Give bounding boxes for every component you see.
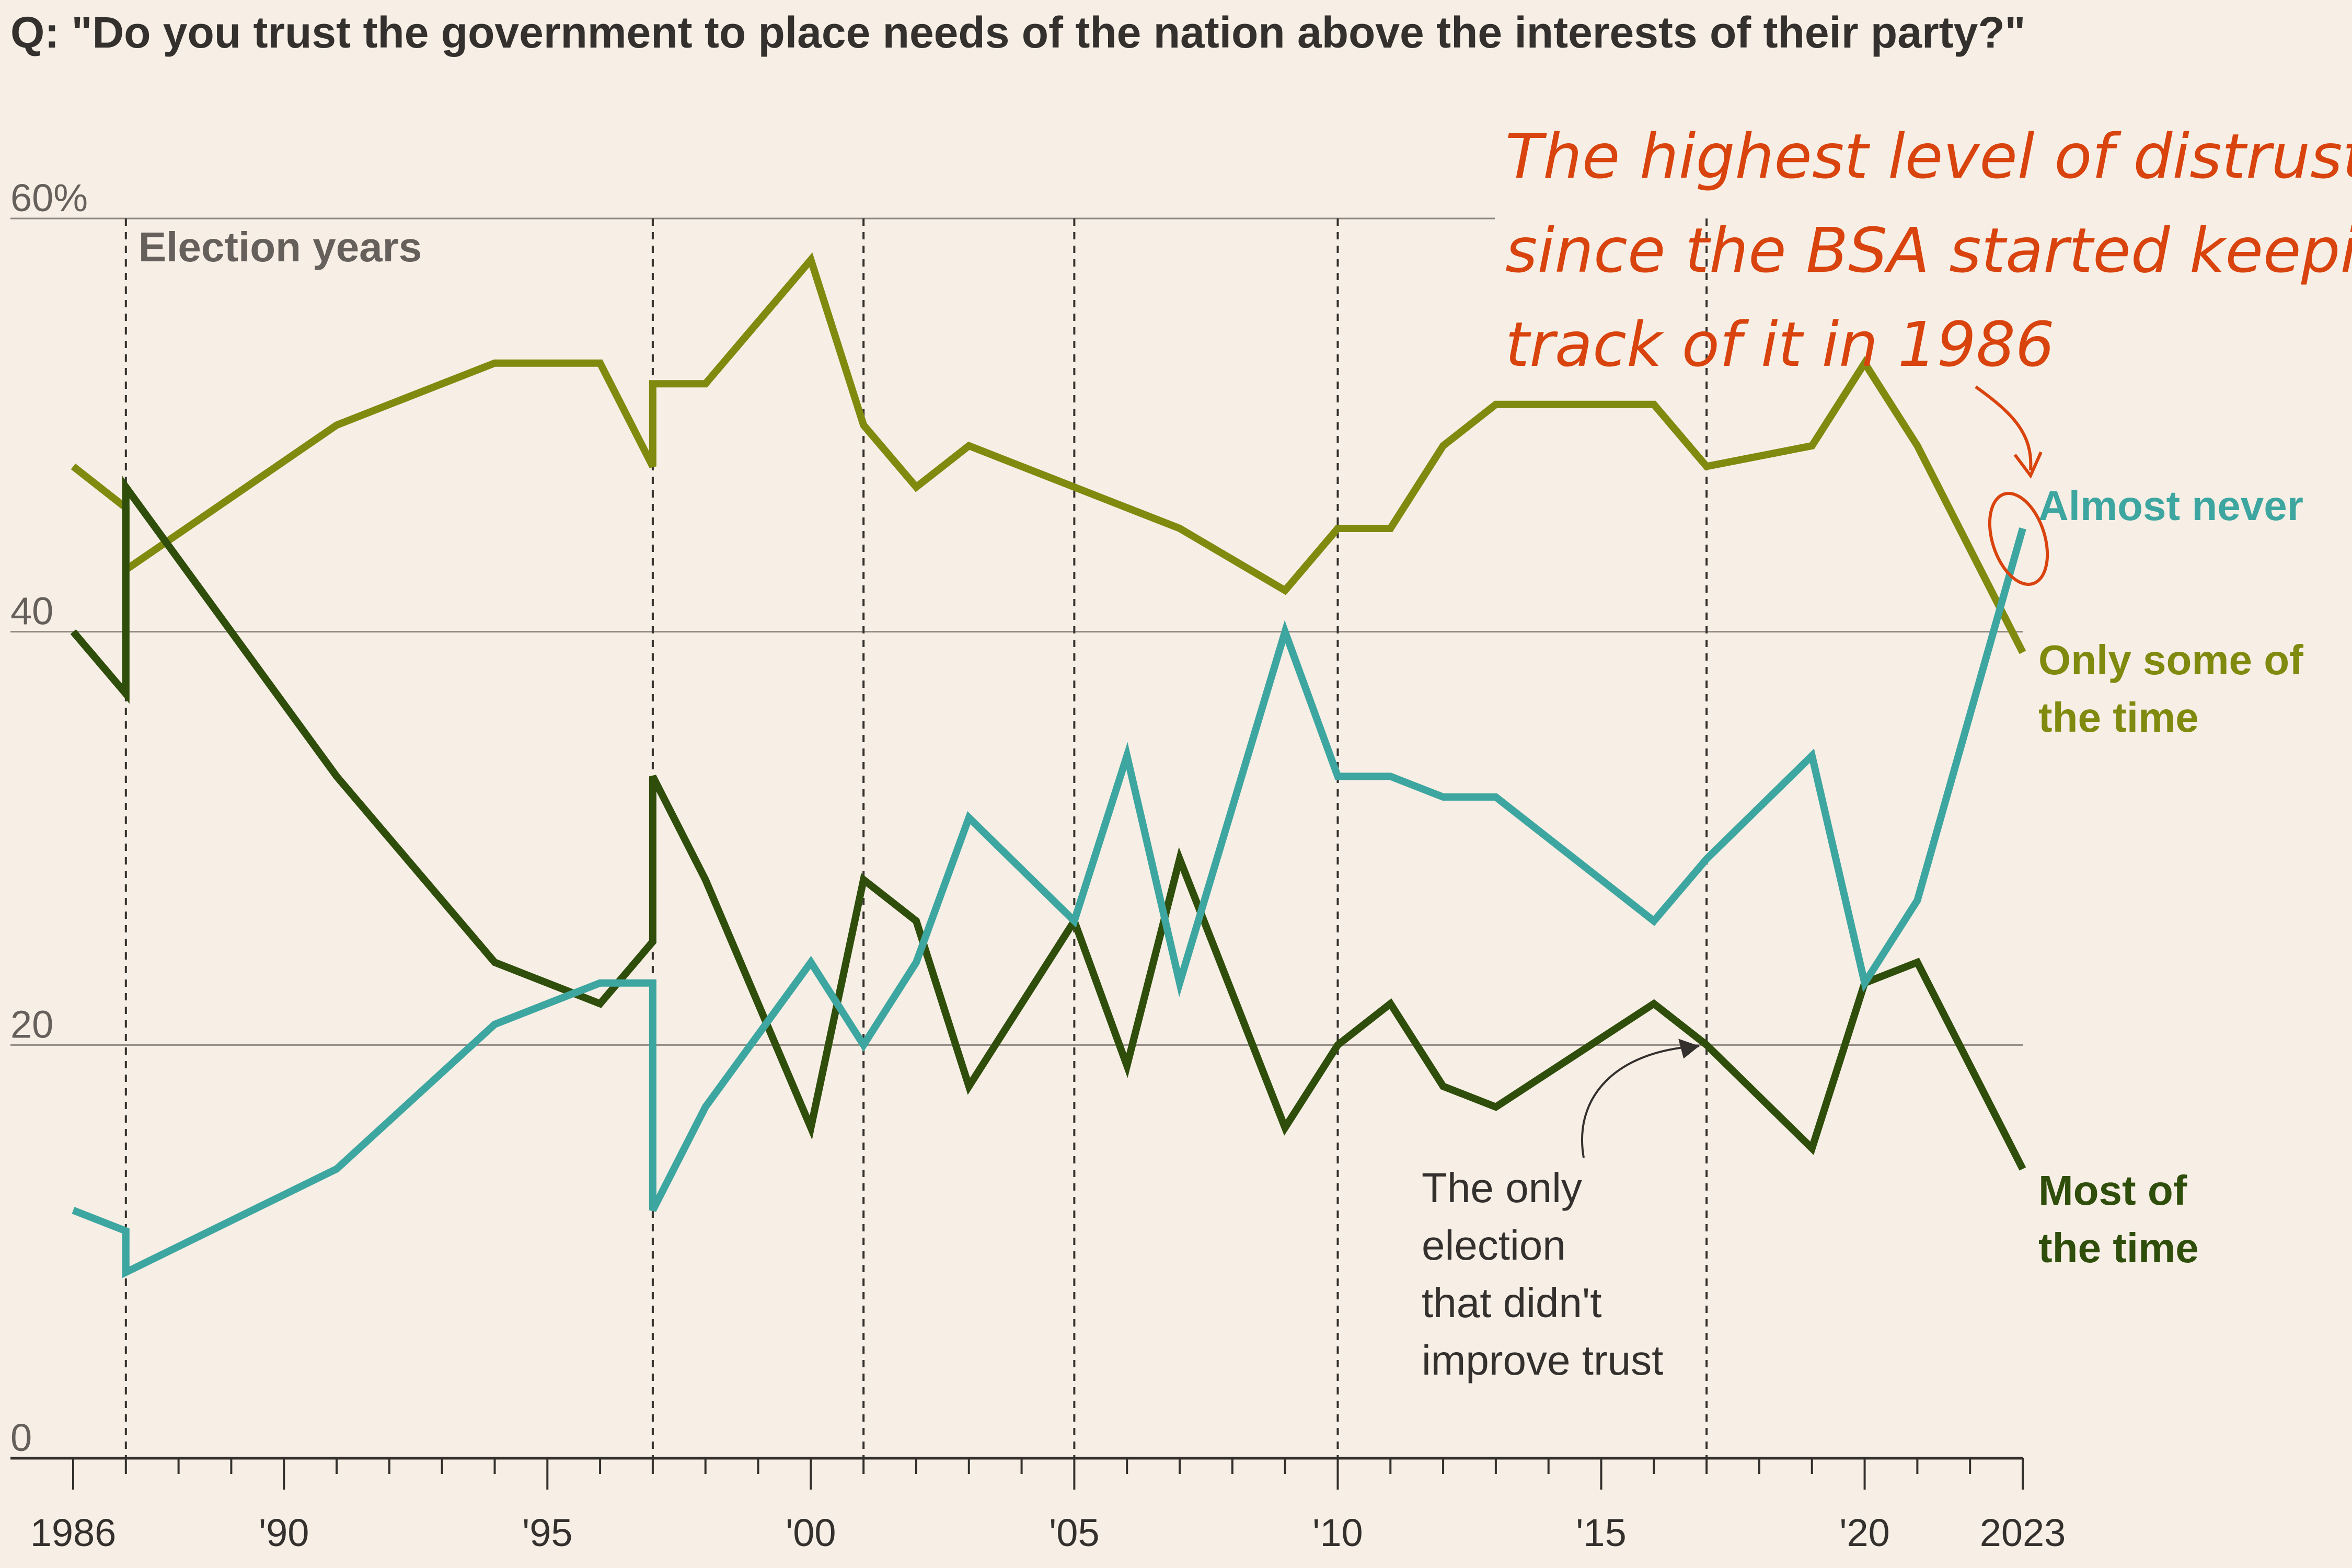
series-line-1 <box>71 252 2026 654</box>
x-tick-label-1990: '90 <box>259 1511 309 1554</box>
note-arrow-head <box>1678 1039 1700 1059</box>
y-tick-label-0: 0 <box>10 1416 32 1459</box>
hand-arrow <box>1975 385 2033 471</box>
hand-circle <box>1988 492 2049 586</box>
series-label-3-line-2: the time <box>2038 1225 2199 1271</box>
note-arrow <box>1581 1045 1700 1158</box>
note-highest-distrust-line-1: The highest level of distrust <box>1505 120 2352 192</box>
series-line-3 <box>72 527 2026 1278</box>
series-line-2 <box>70 476 2026 1171</box>
series-layer <box>70 252 2026 1278</box>
x-tick-label-1986: 1986 <box>30 1511 117 1554</box>
series-label-2-line-1: Only some of <box>2038 637 2303 683</box>
x-tick-label-2005: '05 <box>1049 1511 1099 1554</box>
x-tick-label-1995: '95 <box>522 1511 572 1554</box>
note-only-election-line-2: election <box>1422 1222 1566 1269</box>
x-axis: 1986 '90 '95 '00 '05 '10 '15 '20 2023 <box>10 1457 2066 1554</box>
note-only-election-line-4: improve trust <box>1422 1337 1663 1383</box>
y-tick-label-20: 20 <box>10 1002 53 1046</box>
grid-layer: 60% 40 20 0 <box>10 176 2023 1459</box>
y-tick-label-40: 40 <box>10 590 53 633</box>
x-tick-label-2000: '00 <box>786 1511 836 1554</box>
note-only-election: The only election that didn't improve trust <box>1422 1165 1663 1383</box>
y-tick-label-60: 60% <box>10 176 88 220</box>
note-highest-distrust-line-3: track of it in 1986 <box>1505 308 2055 381</box>
series-label-2: Only some of the time <box>2038 637 2303 741</box>
label-layer: Almost never Only some of the time Most of t… <box>2038 482 2303 1271</box>
note-only-election-line-3: that didn't <box>1422 1279 1601 1326</box>
series-label-3-line-1: Most of <box>2038 1167 2187 1214</box>
x-tick-label-2010: '10 <box>1312 1511 1363 1554</box>
note-highest-distrust-line-2: since the BSA started keeping <box>1505 214 2352 286</box>
series-label-1-line-1: Almost never <box>2038 482 2303 529</box>
chart-title: Q: "Do you trust the government to place… <box>10 8 2026 57</box>
x-tick-label-2023: 2023 <box>1980 1511 2066 1554</box>
election-years-label: Election years <box>139 224 422 270</box>
hand-arrow-head <box>2013 451 2043 479</box>
series-label-2-line-2: the time <box>2038 694 2199 741</box>
note-highest-distrust: The highest level of distrust since the B… <box>1505 120 2352 381</box>
series-label-3: Most of the time <box>2038 1167 2199 1271</box>
annotation-layer: The only election that didn't improve trust… <box>1422 120 2352 1383</box>
series-label-1: Almost never <box>2038 482 2303 529</box>
x-tick-label-2015: '15 <box>1576 1511 1626 1554</box>
x-tick-label-2020: '20 <box>1839 1511 1889 1554</box>
note-only-election-line-1: The only <box>1422 1165 1582 1211</box>
election-years-layer: Election years <box>124 218 1708 1458</box>
